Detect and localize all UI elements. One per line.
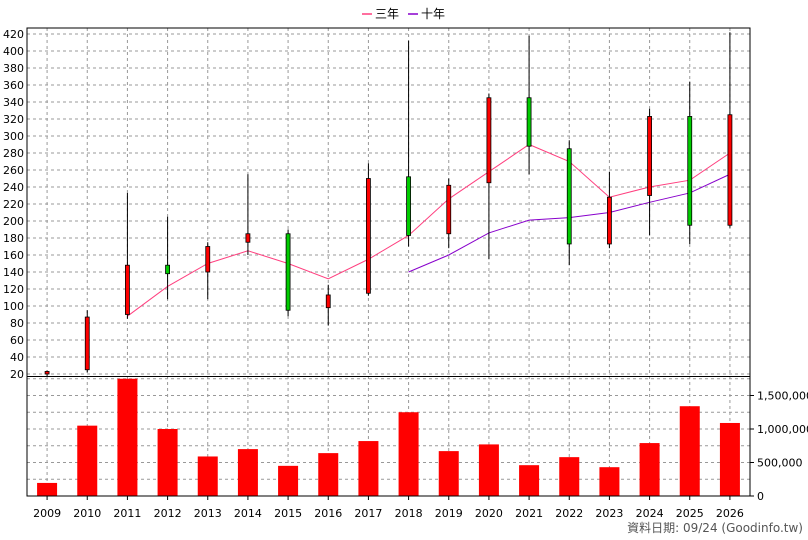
volume-bars	[37, 378, 740, 496]
volume-bar	[278, 465, 299, 496]
candle-body	[325, 294, 331, 309]
year-tick-label: 2017	[354, 507, 382, 520]
candle-body	[607, 196, 612, 245]
price-tick-label: 320	[3, 113, 24, 126]
year-tick-label: 2023	[595, 507, 623, 520]
candle-body	[125, 264, 130, 315]
candle-body	[687, 116, 693, 226]
legend-ma10-label: 十年	[421, 7, 445, 21]
volume-bar	[599, 467, 620, 496]
volume-bar	[157, 429, 178, 496]
price-tick-label: 80	[10, 317, 24, 330]
year-tick-label: 2015	[274, 507, 302, 520]
price-tick-label: 20	[10, 368, 24, 381]
year-tick-label: 2024	[636, 507, 664, 520]
price-tick-label: 260	[3, 164, 24, 177]
year-tick-label: 2013	[194, 507, 222, 520]
price-tick-label: 340	[3, 96, 24, 109]
volume-bar	[197, 456, 218, 496]
volume-bar	[679, 406, 700, 496]
price-tick-label: 380	[3, 62, 24, 75]
candle-body	[566, 148, 572, 245]
year-tick-label: 2020	[475, 507, 503, 520]
year-tick-label: 2016	[314, 507, 342, 520]
price-tick-label: 220	[3, 198, 24, 211]
price-tick-label: 280	[3, 147, 24, 160]
volume-bar	[559, 457, 580, 496]
volume-tick-label: 500,000	[757, 457, 803, 470]
price-tick-label: 40	[10, 351, 24, 364]
footer-source: 資料日期: 09/24 (Goodinfo.tw)	[627, 521, 803, 535]
candle-body	[647, 116, 652, 196]
price-tick-label: 420	[3, 28, 24, 41]
volume-bar	[358, 441, 379, 496]
candle-body	[366, 178, 371, 294]
volume-tick-label: 1,500,000	[757, 390, 808, 403]
year-tick-label: 2009	[33, 507, 61, 520]
candle-body	[44, 371, 50, 375]
volume-tick-label: 1,000,000	[757, 423, 808, 436]
volume-bar	[37, 482, 58, 496]
volume-bar	[639, 443, 660, 496]
volume-bar	[117, 378, 138, 496]
price-tick-label: 140	[3, 266, 24, 279]
candle-body	[84, 316, 90, 371]
price-tick-label: 200	[3, 215, 24, 228]
plot-frame	[26, 27, 751, 497]
candle-body	[727, 114, 733, 226]
price-tick-label: 160	[3, 249, 24, 262]
candle-body	[285, 233, 291, 311]
volume-bar	[318, 453, 339, 496]
volume-bar	[237, 449, 258, 496]
candle-body	[165, 264, 170, 275]
legend-ma3-label: 三年	[375, 7, 399, 21]
year-tick-label: 2026	[716, 507, 744, 520]
candle-body	[486, 97, 492, 184]
volume-tick-label: 0	[757, 490, 764, 503]
year-tick-label: 2021	[515, 507, 543, 520]
volume-bar	[438, 451, 459, 496]
year-tick-label: 2022	[555, 507, 583, 520]
axes: 20 40 60 80 100 120 140 160 180 200 220 240 260 280 30…	[3, 27, 808, 520]
year-tick-label: 2011	[113, 507, 141, 520]
price-tick-label: 120	[3, 283, 24, 296]
volume-bar	[519, 465, 540, 496]
price-tick-label: 180	[3, 232, 24, 245]
price-tick-label: 400	[3, 45, 24, 58]
volume-bar	[77, 425, 98, 496]
year-tick-label: 2010	[73, 507, 101, 520]
candle-body	[526, 97, 532, 147]
ma3-line	[127, 143, 731, 317]
year-tick-label: 2014	[234, 507, 262, 520]
year-tick-label: 2012	[154, 507, 182, 520]
volume-bar	[719, 422, 740, 496]
volume-bar	[478, 444, 499, 496]
year-tick-label: 2025	[676, 507, 704, 520]
candle-body	[406, 176, 411, 236]
legend: 三年 十年	[362, 7, 445, 21]
candle-body	[245, 233, 251, 243]
year-tick-label: 2019	[435, 507, 463, 520]
year-tick-label: 2018	[395, 507, 423, 520]
candle-body	[446, 184, 452, 235]
price-tick-label: 360	[3, 79, 24, 92]
candlesticks	[44, 32, 733, 377]
price-tick-label: 300	[3, 130, 24, 143]
volume-bar	[398, 412, 419, 496]
price-tick-label: 60	[10, 334, 24, 347]
candle-body	[205, 246, 211, 273]
price-tick-label: 240	[3, 181, 24, 194]
price-tick-label: 100	[3, 300, 24, 313]
